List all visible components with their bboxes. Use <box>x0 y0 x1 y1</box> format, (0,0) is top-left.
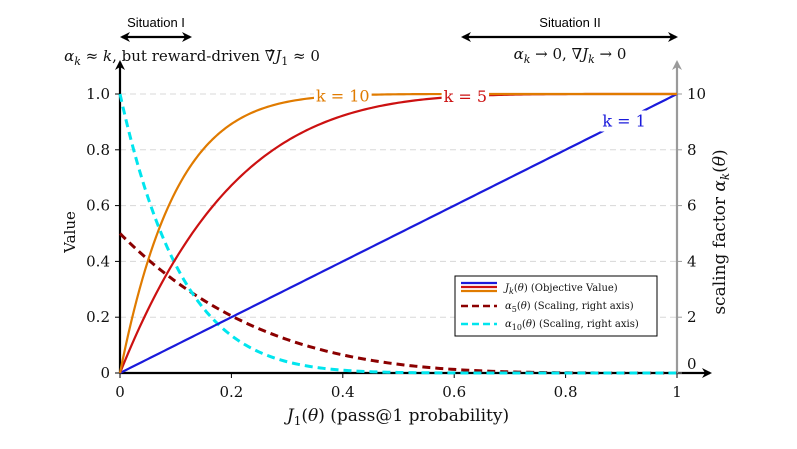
legend-label-objective: Jk(θ) (Objective Value) <box>503 283 618 296</box>
curve-label-j-1: k = 1 <box>602 112 645 131</box>
right-y-tick-label: 8 <box>687 141 697 159</box>
left-y-axis-title: Value <box>61 211 79 254</box>
situation-1-annotation: Situation I αk ≈ k, but reward-driven ∇̂… <box>64 15 320 68</box>
legend-entry-objective: Jk(θ) (Objective Value) <box>461 281 618 296</box>
situation-2-title: Situation II <box>539 15 600 30</box>
legend-label-alpha5: α5(θ) (Scaling, right axis) <box>505 301 634 314</box>
right-y-tick-label: 10 <box>687 85 706 103</box>
curve-label-background <box>441 86 490 108</box>
y-tick-label: 0.2 <box>86 308 110 326</box>
situation-2-subtitle: αk → 0, ∇Jk → 0 <box>514 45 627 66</box>
y-tick-label: 0.4 <box>86 252 110 270</box>
legend-entry-alpha10: α10(θ) (Scaling, right axis) <box>461 319 639 332</box>
curve-label-j-5: k = 5 <box>444 87 487 106</box>
series-line-j-10 <box>118 92 677 374</box>
right-y-tick-label: 2 <box>687 308 697 326</box>
x-tick-label: 0.8 <box>554 383 578 401</box>
curve-labels: k = 1 k = 5 k = 10 <box>313 85 648 132</box>
situation-1-subtitle: αk ≈ k, but reward-driven ∇̂J1 ≈ 0 <box>64 47 320 68</box>
x-tick-label: 0.2 <box>219 383 243 401</box>
x-tick-label: 0.4 <box>331 383 355 401</box>
series-layer <box>118 92 678 375</box>
series-line-j-1 <box>119 93 678 374</box>
curve-label-j-10: k = 10 <box>316 87 370 106</box>
right-y-tick-label: 4 <box>687 252 697 270</box>
right-y-tick-label: 0 <box>687 355 697 373</box>
situation-2-annotation: Situation II αk → 0, ∇Jk → 0 <box>461 15 678 66</box>
situation-1-title: Situation I <box>127 15 185 30</box>
y-tick-label: 1.0 <box>86 85 110 103</box>
legend-entry-alpha5: α5(θ) (Scaling, right axis) <box>461 301 634 314</box>
y-tick-label: 0.6 <box>86 197 110 215</box>
legend: Jk(θ) (Objective Value) α5(θ) (Scaling, … <box>454 275 658 337</box>
x-tick-label: 0.6 <box>442 383 466 401</box>
y-tick-label: 0 <box>100 364 110 382</box>
right-y-tick-label: 6 <box>687 197 697 215</box>
series-line-alpha-10 <box>118 93 677 375</box>
legend-label-alpha10: α10(θ) (Scaling, right axis) <box>505 319 639 332</box>
x-axis-title: J1(θ) (pass@1 probability) <box>284 406 509 428</box>
curve-label-background <box>600 110 648 132</box>
curve-label-background <box>313 85 372 107</box>
x-tick-label: 1 <box>672 383 682 401</box>
y-tick-label: 0.8 <box>86 141 110 159</box>
right-y-axis-title: scaling factor αk(θ) <box>710 149 732 314</box>
x-tick-label: 0 <box>115 383 125 401</box>
